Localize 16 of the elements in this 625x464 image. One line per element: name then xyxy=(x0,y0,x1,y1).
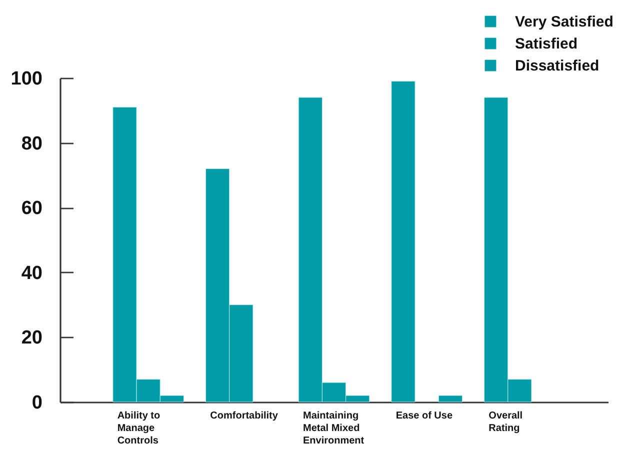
x-tick-label: Ease of Use xyxy=(396,410,453,422)
x-tick-label: Maintaining Metal Mixed Environment xyxy=(303,410,365,446)
legend-label: Very Satisfied xyxy=(515,14,614,30)
y-tick-label: 100 xyxy=(10,68,42,90)
x-tick-label: Overall Rating xyxy=(488,410,523,434)
x-tick-label: Comfortability xyxy=(210,410,278,422)
y-tick-label: 20 xyxy=(21,328,42,349)
y-tick-label: 40 xyxy=(21,262,42,284)
y-tick-label: 60 xyxy=(21,198,42,220)
bar xyxy=(391,80,416,402)
y-tick-label: 80 xyxy=(21,133,42,154)
bar xyxy=(438,395,462,402)
x-tick-label: Ability to Manage Controls xyxy=(117,410,160,446)
legend-label: Dissatisfied xyxy=(515,58,600,74)
y-tick-label: 0 xyxy=(32,392,42,414)
legend-label: Satisfied xyxy=(515,36,578,52)
